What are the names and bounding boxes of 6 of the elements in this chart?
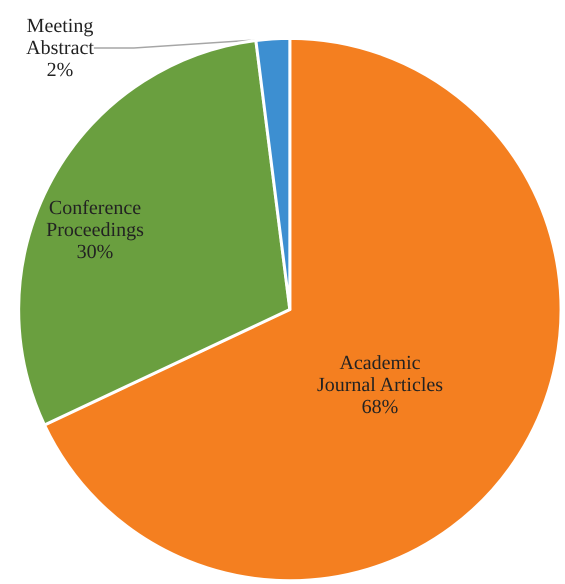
data-label: 68% — [362, 396, 398, 418]
slice-label: Academic Journal Articles — [316, 352, 444, 396]
slice-label: Conference Proceedings — [46, 197, 144, 241]
data-label: 2% — [46, 59, 74, 81]
slice-label: Meeting Abstract — [26, 15, 94, 59]
data-label: 30% — [76, 241, 114, 263]
